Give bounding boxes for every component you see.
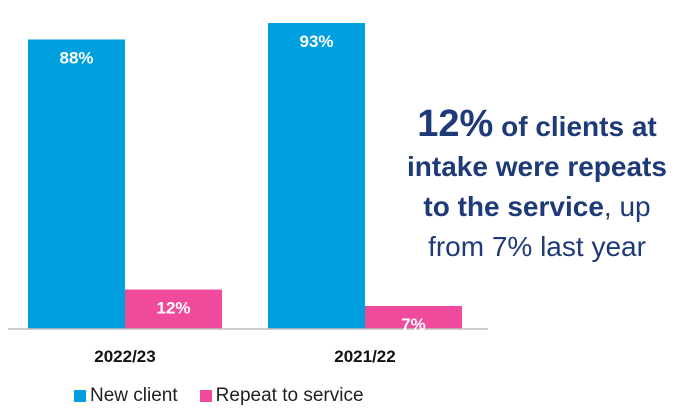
bar-new-client-0 [28, 39, 125, 329]
data-label-repeat-1: 7% [401, 315, 426, 334]
legend-label-new-client: New client [90, 385, 178, 406]
bar-repeat-1 [365, 305, 462, 329]
callout-percent: 12% [417, 103, 494, 145]
legend: New client Repeat to service [74, 384, 386, 408]
legend-swatch-repeat [199, 390, 212, 402]
bar-repeat-0 [125, 289, 222, 329]
bar-new-client-1 [268, 23, 365, 330]
callout-rest-text: , up from 7% last year [428, 191, 651, 262]
data-label-new-client-1: 93% [299, 32, 333, 51]
legend-item-new-client: New client [74, 385, 178, 407]
legend-label-repeat: Repeat to service [215, 385, 364, 406]
bars-layer [28, 23, 462, 330]
callout-text: 12% of clients at intake were repeats to… [392, 104, 682, 267]
legend-item-repeat: Repeat to service [199, 385, 364, 407]
category-label-1: 2021/22 [334, 347, 395, 366]
category-label-0: 2022/23 [94, 347, 155, 366]
callout-bold-text: of clients at intake were repeats to the… [407, 111, 667, 222]
legend-swatch-new-client [74, 390, 86, 402]
labels-layer: 88% 12% 2022/23 93% 7% 2021/22 [59, 32, 425, 366]
data-label-new-client-0: 88% [59, 48, 93, 67]
data-label-repeat-0: 12% [156, 299, 190, 318]
